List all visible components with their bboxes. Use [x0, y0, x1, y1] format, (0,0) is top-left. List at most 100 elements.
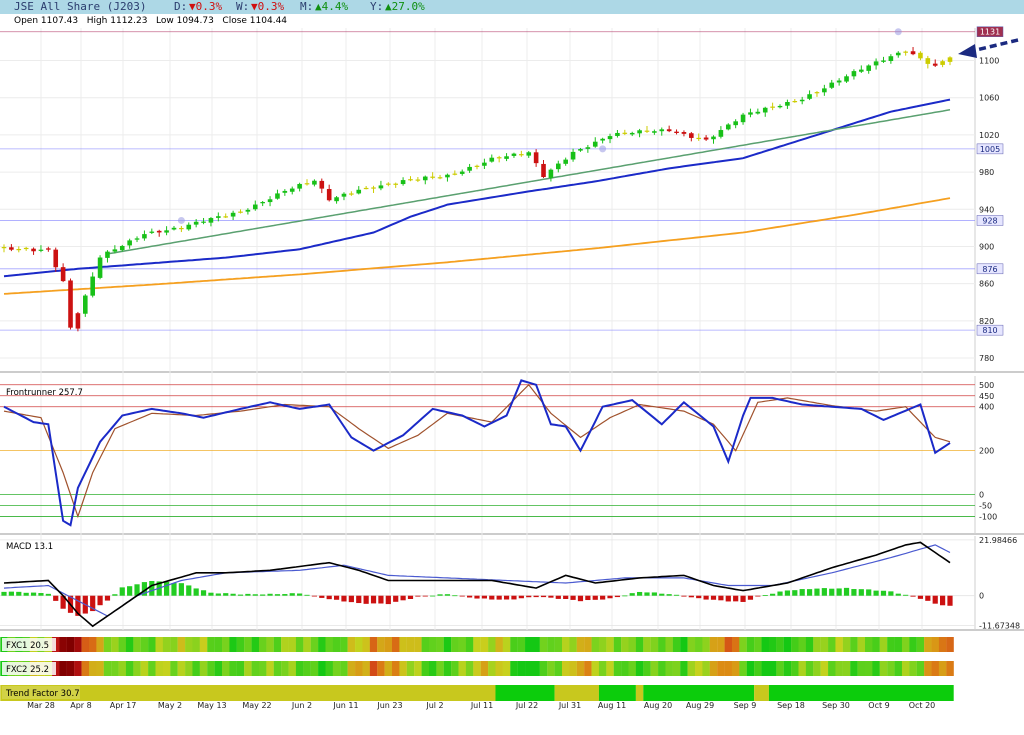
macd-histogram-bar	[274, 594, 281, 596]
frontrunner-tick-label: 400	[979, 403, 994, 412]
fxc-heat-cell	[199, 637, 208, 652]
macd-histogram-bar	[873, 590, 879, 596]
candle-body	[437, 177, 443, 179]
fxc-heat-cell	[125, 661, 134, 676]
macd-histogram-bar	[319, 595, 325, 598]
fxc-heat-cell	[746, 661, 755, 676]
candle-body	[873, 61, 879, 66]
candle-body	[60, 267, 66, 282]
week-label: W:	[236, 0, 250, 13]
fxc-heat-cell	[857, 661, 866, 676]
macd-histogram-bar	[481, 595, 487, 599]
candle-body	[371, 187, 376, 189]
candle-body	[674, 131, 679, 134]
fxc-heat-cell	[724, 661, 733, 676]
fxc-heat-cell	[872, 661, 880, 676]
fxc-heat-cell	[606, 637, 614, 652]
fxc-heat-cell	[635, 637, 644, 652]
macd-histogram-bar	[1, 591, 7, 596]
macd-histogram-bar	[230, 593, 236, 596]
frontrunner-tick-label: 0	[979, 491, 984, 500]
macd-histogram-bar	[651, 592, 657, 596]
candle-body	[223, 216, 229, 218]
candle-body	[644, 130, 650, 132]
fxc-heat-cell	[798, 637, 806, 652]
candle-body	[142, 234, 147, 239]
macd-histogram-bar	[585, 595, 591, 601]
macd-histogram-bar	[282, 594, 288, 596]
macd-histogram-bar	[127, 586, 133, 596]
trend-factor-segment	[635, 685, 644, 701]
fxc-heat-cell	[185, 637, 193, 652]
macd-histogram-bar	[452, 595, 458, 597]
date-tick-label: Jul 22	[515, 701, 538, 710]
fxc-heat-cell	[931, 637, 940, 652]
date-tick-label: Apr 8	[70, 701, 91, 710]
candle-body	[363, 187, 369, 190]
fxc-label-bg	[2, 638, 56, 651]
fxc-heat-cell	[384, 637, 393, 652]
fxc-heat-cell	[739, 637, 747, 652]
candle-body	[341, 193, 347, 197]
fxc-heat-cell	[591, 637, 600, 652]
fxc-heat-cell	[576, 637, 585, 652]
price-tick-label: 1100	[979, 57, 999, 66]
fxc-heat-cell	[236, 661, 245, 676]
macd-histogram-bar	[171, 583, 177, 596]
fxc-heat-cell	[865, 637, 873, 652]
fxc-heat-cell	[938, 637, 947, 652]
fxc-heat-cell	[842, 661, 851, 676]
frontrunner-tick-label: -50	[979, 501, 992, 510]
fxc-heat-cell	[244, 637, 252, 652]
week-change: ▼0.3%	[251, 0, 285, 13]
fxc-heat-cell	[377, 661, 385, 676]
fxc-heat-cell	[295, 637, 304, 652]
macd-histogram-bar	[888, 591, 894, 596]
macd-histogram-bar	[193, 588, 199, 596]
macd-histogram-bar	[747, 595, 754, 600]
arrow-shaft	[971, 38, 1019, 53]
fxc-heat-cell	[680, 661, 688, 676]
candle-body	[489, 157, 495, 162]
fxc-heat-cell	[805, 637, 814, 652]
candle-body	[748, 112, 753, 115]
date-tick-label: May 2	[158, 701, 182, 710]
fxc-heat-cell	[916, 661, 925, 676]
ohlc-readout: Open 1107.43 High 1112.23 Low 1094.73 Cl…	[14, 16, 288, 26]
day-change: ▼0.3%	[189, 0, 223, 13]
fxc-heat-cell	[561, 637, 570, 652]
fxc-heat-cell	[118, 661, 127, 676]
fxc-heat-cell	[525, 661, 533, 676]
fxc-heat-cell	[244, 661, 252, 676]
candle-body	[792, 101, 798, 103]
price-level-label: 1131	[980, 28, 1000, 37]
macd-histogram-bar	[533, 595, 539, 598]
date-tick-label: May 13	[197, 701, 226, 710]
fxc-heat-cell	[480, 661, 489, 676]
fxc-heat-cell	[621, 661, 629, 676]
price-tick-label: 780	[979, 354, 994, 363]
blue-dashed-arrow	[958, 38, 1019, 58]
macd-histogram-bar	[917, 595, 924, 599]
fxc-heat-cell	[406, 637, 415, 652]
candle-body	[504, 156, 509, 159]
macd-histogram-bar	[149, 581, 155, 596]
candle-body	[38, 249, 44, 251]
candle-body	[459, 171, 465, 174]
candle-body	[23, 247, 29, 250]
candle-body	[156, 230, 162, 233]
fxc-heat-cell	[510, 637, 518, 652]
fxc-heat-cell	[894, 661, 903, 676]
macd-histogram-bar	[237, 594, 244, 596]
fxc-heat-cell	[739, 661, 747, 676]
candle-body	[164, 230, 169, 233]
fxc-heat-cell	[214, 637, 223, 652]
macd-histogram-bar	[925, 595, 931, 601]
fxc-heat-cell	[295, 661, 304, 676]
candle-body	[179, 227, 184, 230]
fxc-heat-cell	[835, 637, 843, 652]
candle-body	[844, 76, 849, 82]
trend-line	[107, 109, 951, 255]
candle-body	[895, 52, 901, 56]
